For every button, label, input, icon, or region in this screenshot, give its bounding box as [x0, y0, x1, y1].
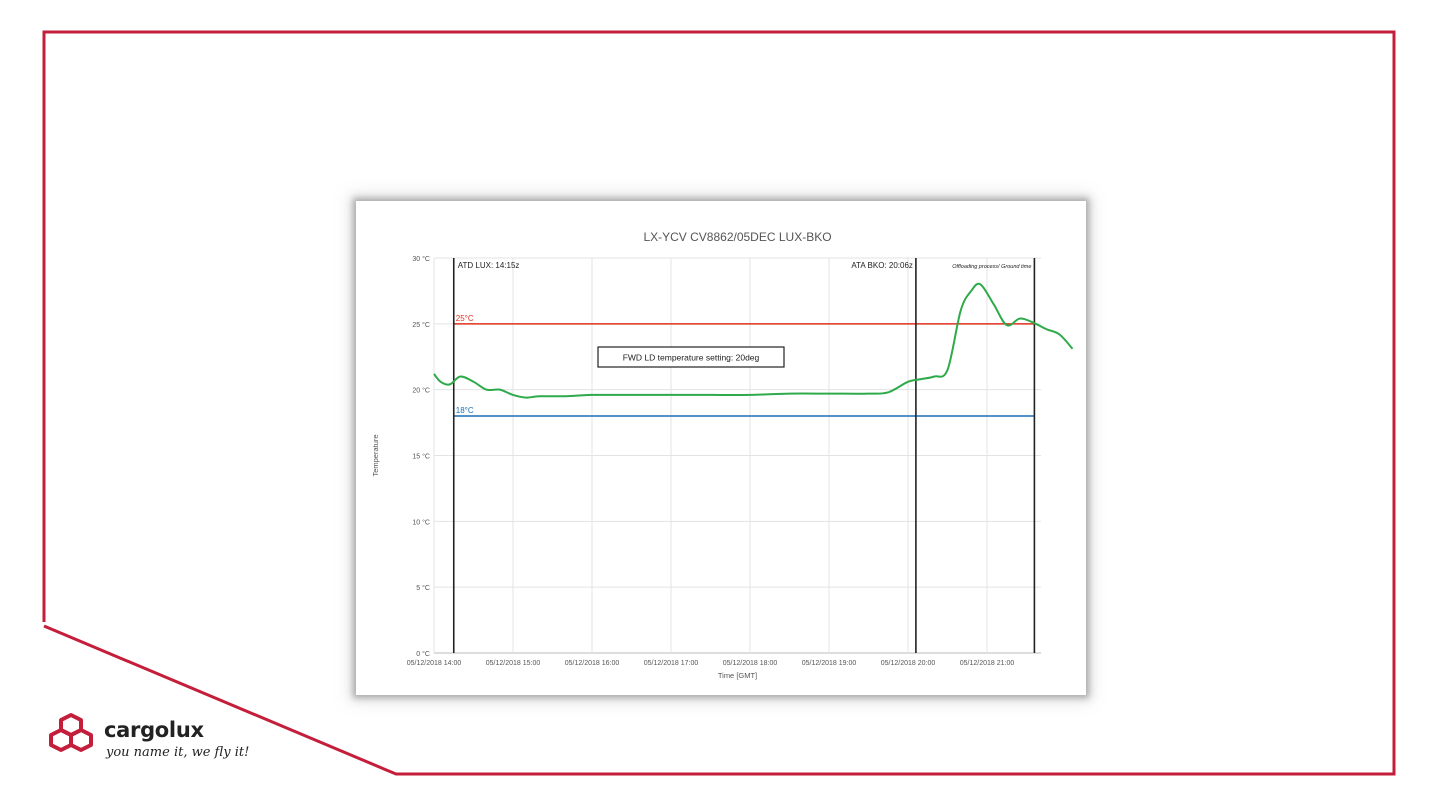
brand-name: cargolux	[104, 718, 204, 742]
chart-card: 0 °C 5 °C 10 °C 15 °C 20 °C 25 °C 30 °C 05/12/2…	[356, 201, 1086, 695]
x-tick-label: 05/12/2018 18:00	[723, 660, 778, 667]
x-tick-label: 05/12/2018 15:00	[486, 660, 541, 667]
reference-line-label: 25°C	[456, 314, 474, 323]
cubes-logo-icon	[49, 713, 93, 752]
y-tick-label: 10 °C	[412, 518, 430, 526]
chart-title: LX-YCV CV8862/05DEC LUX-BKO	[643, 230, 831, 244]
y-tick-label: 5 °C	[416, 584, 430, 592]
temperature-chart: 0 °C 5 °C 10 °C 15 °C 20 °C 25 °C 30 °C 05/12/2…	[371, 230, 1074, 680]
cargolux-logo: cargolux you name it, we fly it!	[44, 712, 304, 776]
annotation-box	[597, 346, 785, 368]
x-axis-label: Time [GMT]	[718, 671, 757, 680]
y-tick-label: 25 °C	[412, 321, 430, 329]
annotation-text: FWD LD temperature setting: 20deg	[623, 353, 760, 363]
x-tick-label: 05/12/2018 16:00	[565, 660, 620, 667]
x-tick-label: 05/12/2018 17:00	[644, 660, 699, 667]
y-tick-label: 30 °C	[412, 255, 430, 263]
x-tick-label: 05/12/2018 19:00	[802, 660, 857, 667]
event-line-label: ATD LUX: 14:15z	[458, 261, 520, 270]
event-line-label: ATA BKO: 20:06z	[851, 261, 913, 270]
reference-line-label: 18°C	[456, 406, 474, 415]
red-frame-border	[42, 30, 1396, 776]
y-tick-label: 0 °C	[416, 650, 430, 658]
y-tick-label: 15 °C	[412, 453, 430, 461]
x-tick-label: 05/12/2018 14:00	[407, 660, 462, 667]
temperature-series-line	[433, 282, 1074, 399]
y-axis-label: Temperature	[371, 434, 380, 476]
x-tick-label: 05/12/2018 20:00	[881, 660, 936, 667]
x-tick-label: 05/12/2018 21:00	[960, 660, 1015, 667]
event-line-label: Offloading process/ Ground time	[952, 264, 1031, 270]
y-tick-label: 20 °C	[412, 387, 430, 395]
brand-tagline: you name it, we fly it!	[106, 745, 250, 760]
